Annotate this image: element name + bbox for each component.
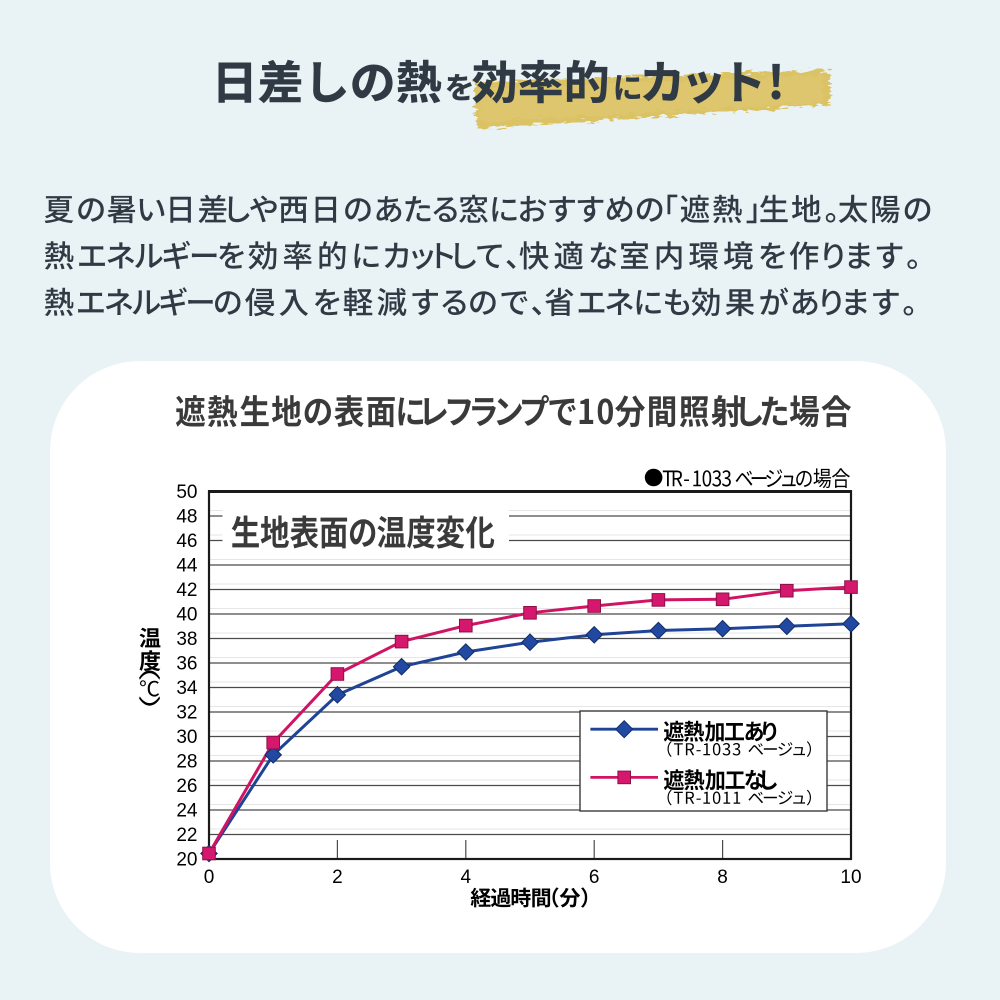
svg-text:6: 6 [589,867,600,888]
svg-text:0: 0 [204,867,215,888]
svg-text:26: 26 [176,776,197,797]
svg-text:28: 28 [176,752,197,773]
svg-text:32: 32 [176,703,197,724]
svg-text:8: 8 [717,867,728,888]
svg-text:24: 24 [176,801,198,822]
svg-text:10: 10 [840,867,861,888]
svg-text:22: 22 [176,825,197,846]
svg-text:50: 50 [176,482,197,503]
svg-text:40: 40 [176,605,197,626]
svg-text:44: 44 [176,556,198,577]
svg-text:4: 4 [461,867,472,888]
svg-text:38: 38 [176,629,197,650]
svg-text:46: 46 [176,531,197,552]
svg-text:2: 2 [332,867,343,888]
svg-text:42: 42 [176,580,197,601]
svg-text:20: 20 [176,850,197,871]
svg-text:30: 30 [176,727,197,748]
svg-text:34: 34 [176,678,198,699]
svg-text:36: 36 [176,654,197,675]
svg-text:48: 48 [176,507,197,528]
